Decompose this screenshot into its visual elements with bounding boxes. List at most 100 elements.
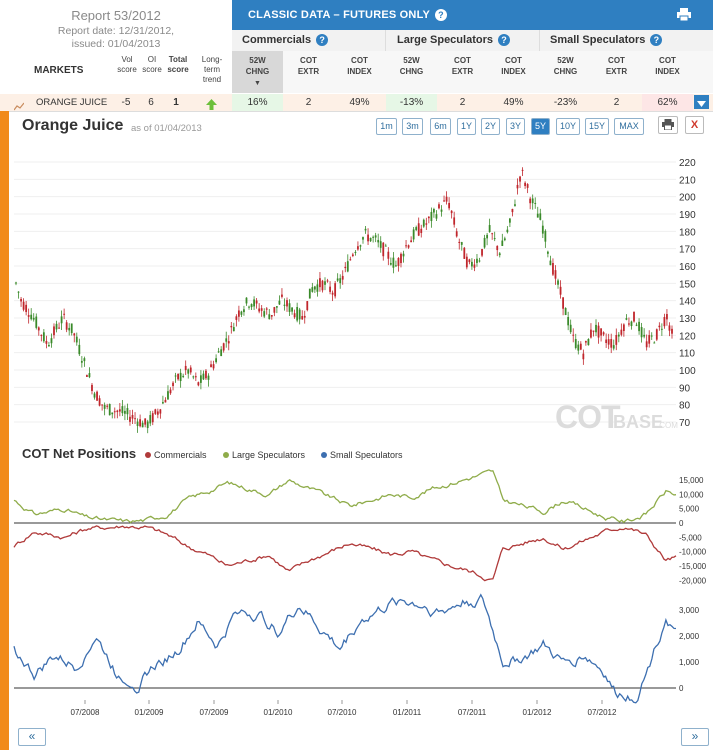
col-52w-chng-small[interactable]: 52W CHNG: [553, 56, 578, 76]
classic-data-bar: CLASSIC DATA – FUTURES ONLY?: [232, 0, 713, 30]
timeframe-2y[interactable]: 2Y: [481, 118, 500, 135]
price-candle: [455, 228, 458, 238]
total-score-header: Total score: [167, 55, 189, 74]
scroll-left-button[interactable]: «: [18, 728, 46, 746]
price-candle: [488, 218, 491, 233]
price-candle: [478, 257, 481, 263]
price-candle: [126, 403, 129, 420]
timeframe-3m[interactable]: 3m: [402, 118, 423, 135]
price-candle: [650, 332, 653, 340]
price-candle: [508, 217, 511, 228]
price-candle: [498, 252, 501, 258]
price-candle: [101, 404, 104, 411]
price-candle: [326, 278, 329, 283]
price-candle: [167, 385, 169, 400]
cot-legend: Commercials Large Speculators Small Specul…: [145, 450, 403, 460]
price-candle: [395, 260, 397, 267]
price-candle: [602, 331, 605, 337]
timeframe-6m[interactable]: 6m: [430, 118, 451, 135]
price-candle: [374, 232, 377, 243]
price-candle: [579, 341, 582, 351]
price-candle: [448, 197, 451, 211]
help-icon[interactable]: ?: [316, 34, 329, 47]
price-candle: [319, 272, 321, 292]
timeframe-5y[interactable]: 5Y: [531, 118, 550, 135]
chart-print-icon[interactable]: [658, 116, 678, 134]
x-tick-label: 07/2012: [588, 708, 617, 717]
price-candle: [88, 367, 91, 379]
price-candle: [187, 368, 190, 379]
price-candle: [293, 309, 296, 319]
timeframe-15y[interactable]: 15Y: [585, 118, 609, 135]
col-cot-index-small[interactable]: COT INDEX: [655, 56, 680, 76]
price-candle: [536, 206, 539, 218]
price-candle: [311, 282, 314, 293]
price-candle: [177, 373, 180, 381]
price-candle: [628, 317, 630, 327]
price-candle: [164, 397, 167, 403]
price-candle: [539, 208, 542, 221]
price-candle: [476, 254, 478, 267]
price-candle: [55, 320, 58, 333]
price-candle: [25, 300, 28, 316]
commercials-cot-extr: 2: [305, 97, 312, 108]
col-52w-chng-commercials[interactable]: 52W CHNG ▼: [232, 51, 283, 93]
small-52w-chng: -23%: [553, 97, 578, 108]
timeframe-3y[interactable]: 3Y: [506, 118, 525, 135]
price-candle: [666, 309, 668, 326]
col-cot-index-large[interactable]: COT INDEX: [501, 56, 526, 76]
price-candle: [582, 349, 585, 365]
price-candle: [524, 181, 526, 189]
x-tick-label: 01/2009: [135, 708, 164, 717]
market-name[interactable]: ORANGE JUICE: [36, 97, 108, 108]
help-icon[interactable]: ?: [650, 34, 663, 47]
close-icon[interactable]: X: [685, 116, 704, 134]
scroll-right-button[interactable]: »: [681, 728, 709, 746]
col-52w-chng-large[interactable]: 52W CHNG: [399, 56, 424, 76]
col-cot-extr-small[interactable]: COT EXTR: [605, 56, 628, 76]
price-candle: [45, 335, 48, 349]
price-candle: [154, 408, 157, 415]
price-tick-label: 130: [679, 314, 696, 325]
col-cot-extr-commercials[interactable]: COT EXTR: [297, 56, 320, 76]
long-term-trend-header: Long-term trend: [201, 55, 223, 84]
report-issued: issued: 01/04/2013: [71, 38, 161, 50]
price-candle: [557, 278, 559, 289]
timeframe-10y[interactable]: 10Y: [556, 118, 580, 135]
price-candle: [600, 328, 602, 342]
price-candle: [564, 307, 567, 316]
price-candle: [331, 290, 334, 302]
timeframe-1y[interactable]: 1Y: [457, 118, 476, 135]
price-candle: [75, 332, 78, 346]
price-candle: [240, 310, 243, 318]
price-candle: [83, 356, 86, 367]
price-candle: [590, 323, 592, 339]
x-tick-label: 01/2011: [393, 708, 422, 717]
timeframe-1m[interactable]: 1m: [376, 118, 397, 135]
price-candle: [230, 321, 233, 334]
large-cot-extr: 2: [459, 97, 466, 108]
price-candle: [663, 313, 666, 329]
price-candle: [567, 311, 570, 331]
table-row[interactable]: ORANGE JUICE -5 6 1 16% 2 49% -13% 2 49%…: [0, 94, 713, 112]
price-candle: [149, 410, 152, 427]
col-cot-extr-large[interactable]: COT EXTR: [451, 56, 474, 76]
price-candle: [78, 338, 81, 357]
help-icon[interactable]: ?: [435, 9, 448, 22]
price-candle: [660, 323, 663, 336]
price-candle: [50, 333, 53, 348]
help-icon[interactable]: ?: [497, 34, 510, 47]
price-candle: [22, 298, 25, 312]
price-candle: [562, 297, 564, 316]
price-candle: [496, 245, 499, 257]
x-axis: 07/2008 01/2009 07/2009 01/2010 07/2010 01/20…: [71, 700, 617, 717]
collapse-chevron-icon[interactable]: [694, 95, 709, 109]
price-candle: [549, 255, 552, 266]
print-icon[interactable]: [677, 8, 691, 26]
price-candle: [405, 239, 407, 249]
timeframe-max[interactable]: MAX: [614, 118, 644, 135]
price-candle: [60, 310, 63, 331]
price-candle: [577, 340, 580, 355]
price-candle: [450, 210, 453, 219]
col-cot-index-commercials[interactable]: COT INDEX: [347, 56, 372, 76]
